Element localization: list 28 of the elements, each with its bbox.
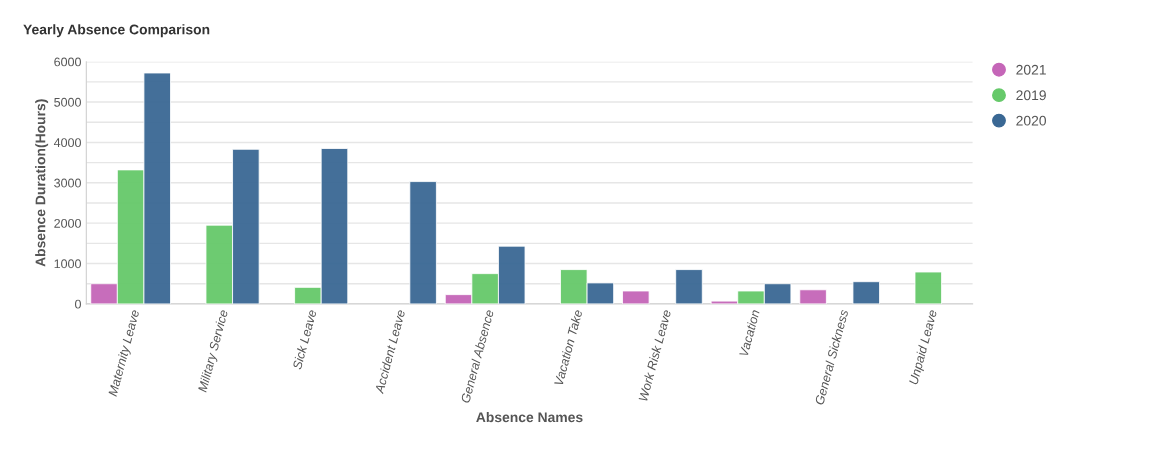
y-tick-label: 2000 [54, 218, 81, 228]
y-tick-label: 1000 [54, 259, 81, 269]
y-axis-title: Absence Duration(Hours) [35, 99, 49, 267]
x-tick-label: Accident Leave [374, 309, 406, 395]
y-tick-label: 4000 [53, 138, 81, 148]
bar [799, 289, 827, 304]
x-tick-label: General Absence [460, 309, 494, 404]
y-tick-label: 3000 [54, 178, 81, 188]
bar [409, 181, 437, 304]
y-tick-label: 6000 [54, 57, 81, 67]
bar [675, 269, 703, 304]
legend-label: 2020 [1016, 115, 1046, 126]
legend-label: 2021 [1016, 64, 1046, 75]
x-tick-label: Military Service [197, 309, 231, 394]
bar [622, 290, 650, 304]
chart-title: Yearly Absence Comparison [23, 24, 210, 38]
legend-label: 2019 [1016, 90, 1046, 101]
x-tick-label: Vacation [738, 309, 760, 357]
x-tick-label: General Sickness [814, 309, 849, 406]
y-tick-label: 5000 [54, 97, 81, 107]
bar [852, 281, 880, 304]
y-tick-label: 0 [75, 299, 81, 309]
bar [914, 271, 942, 304]
x-tick-label: Vacation Take [553, 309, 583, 386]
x-tick-label: Unpaid Leave [908, 309, 940, 386]
x-axis-title: Absence Names [476, 411, 583, 423]
x-tick-label: Sick Leave [292, 309, 317, 370]
x-tick-label: Work Risk Leave [638, 309, 672, 402]
